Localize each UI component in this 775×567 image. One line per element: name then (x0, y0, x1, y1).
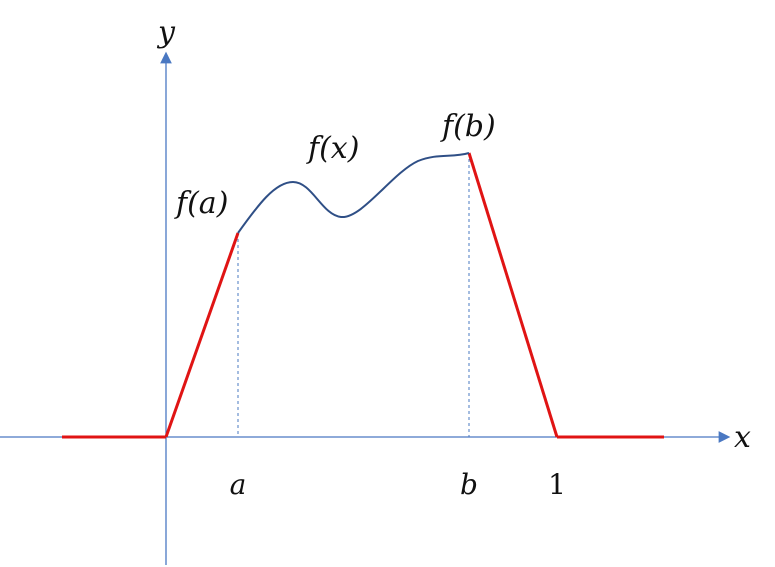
label-f-b: f(b) (440, 109, 496, 144)
falling-segment (467, 152, 559, 438)
f-curve (237, 152, 470, 234)
rising-segment (164, 232, 240, 438)
label-f-x: f(x) (306, 131, 359, 166)
tick-label-one: 1 (548, 468, 566, 501)
label-f-a: f(a) (174, 186, 228, 221)
y-axis-label: y (156, 15, 176, 50)
tick-label-b: b (460, 468, 478, 501)
x-axis-label: x (734, 420, 751, 455)
tick-label-a: a (230, 468, 247, 501)
